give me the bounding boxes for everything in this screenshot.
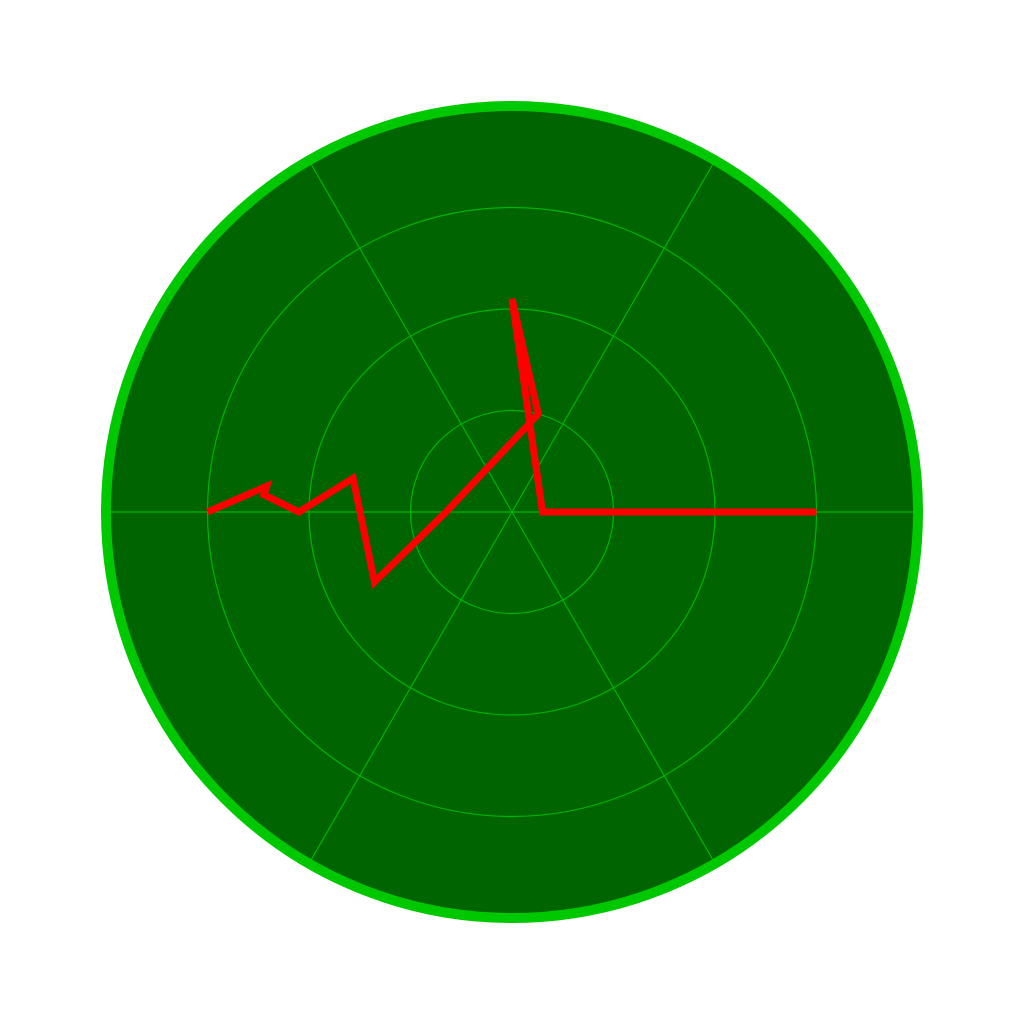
theta-grid-line-120	[308, 160, 513, 513]
theta-grid-line-60	[511, 160, 716, 513]
series-line-1	[206, 298, 817, 589]
outer-rim	[101, 101, 923, 923]
theta-grid-line-240	[308, 511, 513, 864]
theta-grid-line-300	[511, 511, 716, 864]
